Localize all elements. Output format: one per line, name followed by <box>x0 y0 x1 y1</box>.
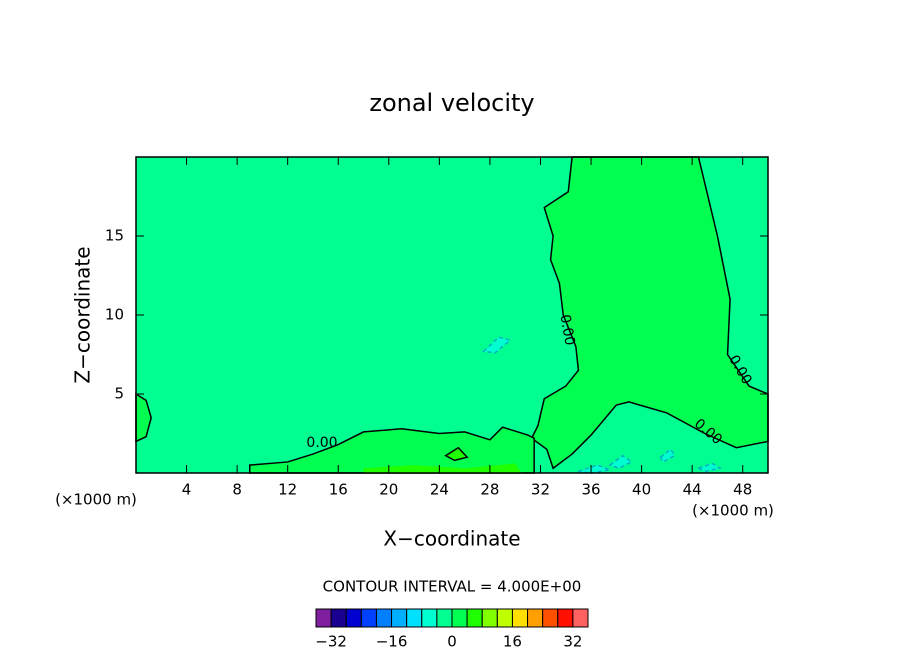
x-tick-label: 48 <box>733 481 752 499</box>
x-unit: (×1000 m) <box>692 502 774 520</box>
y-tick-label: 10 <box>105 306 124 324</box>
x-tick-label: 32 <box>531 481 550 499</box>
colorbar-box <box>315 608 332 628</box>
colorbar-tick-label: 32 <box>563 633 582 651</box>
contour-line <box>444 446 469 462</box>
contour-line <box>696 462 722 473</box>
colorbar-box <box>375 608 393 628</box>
x-tick-label: 8 <box>232 481 242 499</box>
contour-line <box>659 448 676 463</box>
colorbar-box <box>391 608 408 628</box>
colorbar-tick-label: −32 <box>315 633 347 651</box>
contour-line <box>481 336 512 354</box>
colorbar-tick-label: 16 <box>503 633 522 651</box>
colorbar-box <box>496 608 513 628</box>
y-axis-label: Z−coordinate <box>71 246 95 383</box>
x-tick-label: 4 <box>182 481 192 499</box>
x-tick-label: 36 <box>581 481 600 499</box>
contour-line <box>608 454 633 470</box>
colorbar-box <box>451 608 468 628</box>
x-tick-label: 24 <box>430 481 449 499</box>
x-tick-label: 20 <box>379 481 398 499</box>
contour-region <box>483 337 511 353</box>
chart-title: zonal velocity <box>369 89 534 117</box>
colorbar-box <box>330 608 347 628</box>
contour-region <box>578 465 610 473</box>
colorbar-box <box>557 608 574 628</box>
contour-label: 0.00 <box>556 313 577 346</box>
colorbar-box <box>345 608 362 628</box>
contour-line <box>249 426 535 474</box>
colorbar-box <box>436 608 453 628</box>
colorbar-tick-label: 0 <box>447 633 457 651</box>
x-tick-label: 28 <box>480 481 499 499</box>
contour-region <box>363 463 522 473</box>
colorbar-box <box>527 608 544 628</box>
contour-interval: CONTOUR INTERVAL = 4.000E+00 <box>323 578 582 596</box>
contour-label: 0.00 <box>306 435 337 451</box>
colorbar-box <box>466 608 483 628</box>
y-tick-label: 15 <box>105 227 124 245</box>
x-tick-label: 40 <box>632 481 651 499</box>
colorbar-box <box>542 608 559 628</box>
x-tick-label: 44 <box>683 481 702 499</box>
contour-region <box>660 449 675 462</box>
contour-region <box>610 455 632 469</box>
colorbar-tick-label: −16 <box>376 633 408 651</box>
contour-region <box>445 447 468 461</box>
colorbar-box <box>572 608 589 628</box>
colorbar-box <box>421 608 438 628</box>
colorbar-box <box>360 608 377 628</box>
colorbar-box <box>511 608 529 628</box>
x-unit: (×1000 m) <box>55 491 137 509</box>
contour-region <box>249 427 535 473</box>
y-tick-label: 5 <box>114 385 124 403</box>
colorbar-box <box>481 608 498 628</box>
x-tick-label: 12 <box>278 481 297 499</box>
contour-region <box>531 157 768 469</box>
x-axis-label: X−coordinate <box>383 527 520 551</box>
colorbar-box <box>406 608 423 628</box>
contour-line <box>530 156 769 470</box>
x-tick-label: 16 <box>329 481 348 499</box>
